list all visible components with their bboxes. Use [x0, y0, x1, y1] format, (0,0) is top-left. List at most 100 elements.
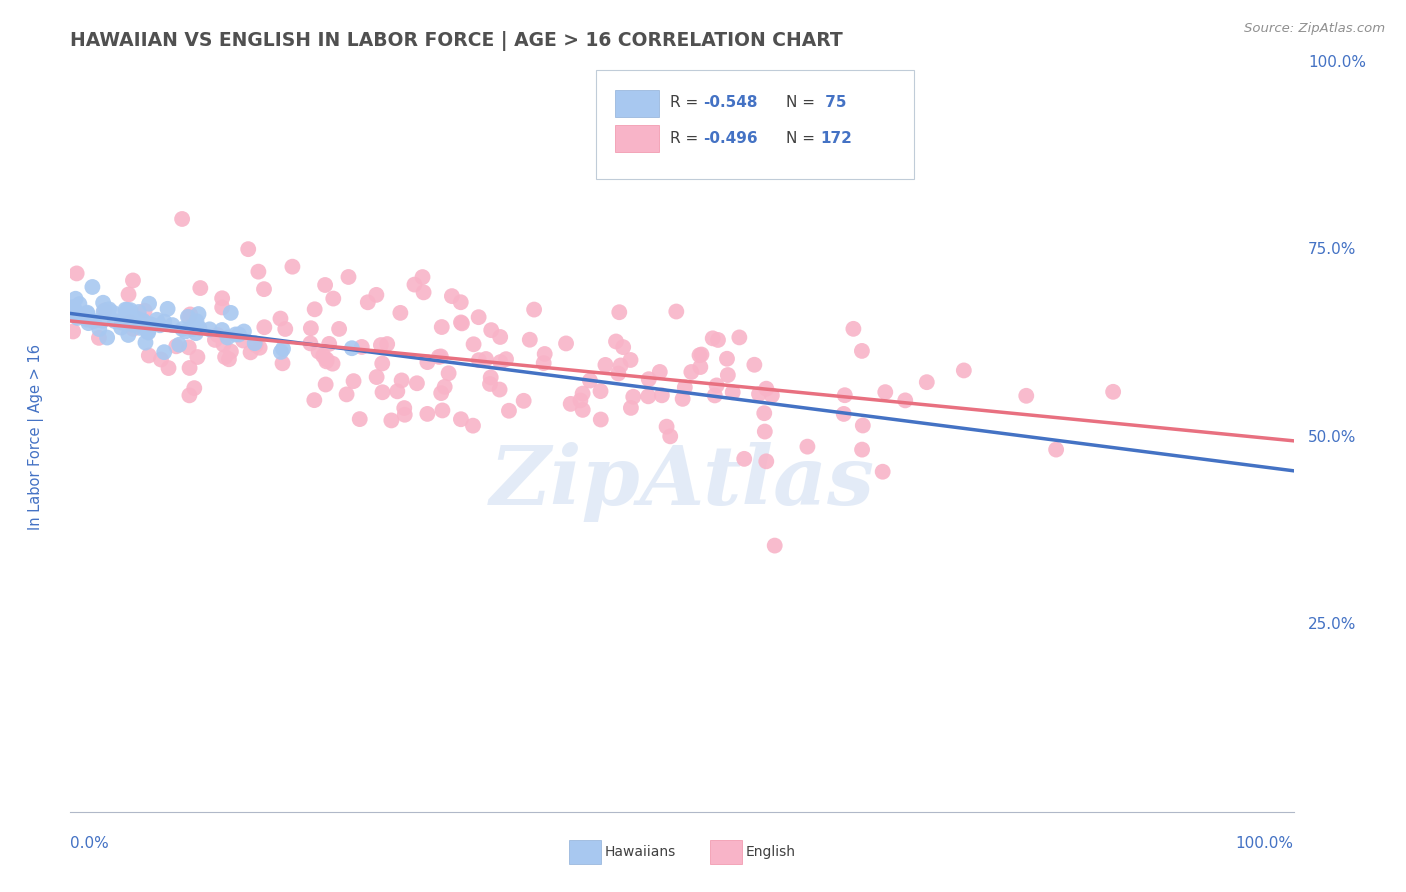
Point	[157, 361, 180, 376]
Point	[122, 273, 145, 287]
Point	[211, 301, 233, 315]
Point	[648, 365, 671, 379]
Point	[475, 351, 498, 366]
Point	[188, 281, 211, 295]
Point	[389, 306, 412, 320]
Point	[387, 384, 409, 399]
Point	[655, 419, 678, 434]
FancyBboxPatch shape	[710, 840, 742, 864]
Point	[117, 307, 139, 321]
Point	[122, 318, 145, 332]
Point	[555, 336, 578, 351]
Point	[312, 349, 335, 363]
Point	[605, 334, 627, 349]
Point	[308, 344, 330, 359]
Point	[131, 314, 153, 328]
Point	[138, 320, 160, 334]
Point	[117, 287, 139, 301]
Point	[91, 314, 114, 328]
Point	[304, 393, 326, 408]
Point	[138, 349, 160, 363]
Point	[132, 320, 155, 334]
Point	[117, 328, 139, 343]
Point	[156, 301, 179, 316]
Point	[851, 343, 873, 358]
Point	[77, 316, 100, 330]
FancyBboxPatch shape	[569, 840, 602, 864]
Point	[110, 320, 132, 334]
Point	[754, 425, 776, 439]
Point	[174, 324, 197, 338]
Point	[232, 334, 254, 348]
Point	[872, 465, 894, 479]
Point	[281, 260, 304, 274]
Point	[571, 386, 593, 401]
Point	[391, 373, 413, 387]
Point	[271, 342, 294, 356]
Point	[619, 353, 641, 368]
Point	[238, 242, 260, 256]
Point	[834, 388, 856, 402]
Point	[842, 322, 865, 336]
Point	[412, 270, 434, 285]
Point	[523, 302, 546, 317]
Point	[177, 310, 200, 324]
Point	[111, 316, 134, 330]
Point	[128, 305, 150, 319]
Point	[437, 366, 460, 380]
Point	[129, 321, 152, 335]
Point	[463, 337, 485, 351]
Point	[703, 388, 725, 402]
Point	[416, 407, 439, 421]
Point	[366, 288, 388, 302]
Text: 100.0%: 100.0%	[1236, 836, 1294, 851]
Point	[690, 347, 713, 361]
Point	[717, 368, 740, 382]
Point	[187, 307, 209, 321]
Point	[299, 336, 322, 351]
Point	[69, 308, 91, 322]
Point	[495, 352, 517, 367]
Point	[96, 330, 118, 344]
Point	[304, 302, 326, 317]
Point	[366, 370, 388, 384]
Point	[184, 326, 207, 340]
Point	[66, 310, 89, 325]
Point	[404, 277, 426, 292]
Point	[340, 341, 363, 355]
Text: In Labor Force | Age > 16: In Labor Force | Age > 16	[28, 344, 44, 530]
Point	[219, 306, 242, 320]
Text: -0.548: -0.548	[703, 95, 758, 111]
Point	[755, 454, 778, 468]
Point	[689, 359, 711, 374]
Point	[394, 408, 416, 422]
Point	[225, 327, 247, 342]
Point	[370, 338, 392, 352]
Point	[375, 337, 398, 351]
Point	[179, 361, 201, 376]
Point	[318, 337, 340, 351]
Point	[579, 374, 602, 388]
Point	[1015, 389, 1038, 403]
Point	[76, 307, 98, 321]
Point	[673, 380, 696, 394]
Point	[218, 352, 240, 367]
Text: N =: N =	[786, 130, 820, 145]
Point	[721, 385, 744, 400]
FancyBboxPatch shape	[614, 90, 658, 117]
Point	[245, 338, 267, 352]
Point	[114, 302, 136, 317]
Text: 0.0%: 0.0%	[70, 836, 110, 851]
Point	[754, 406, 776, 420]
Point	[136, 326, 159, 340]
Point	[637, 389, 659, 403]
Point	[512, 393, 534, 408]
Text: R =: R =	[669, 130, 703, 145]
Point	[427, 350, 450, 364]
Point	[186, 350, 208, 364]
Point	[207, 328, 229, 343]
Point	[1045, 442, 1067, 457]
Point	[621, 390, 644, 404]
Point	[875, 385, 897, 400]
Point	[716, 351, 738, 366]
